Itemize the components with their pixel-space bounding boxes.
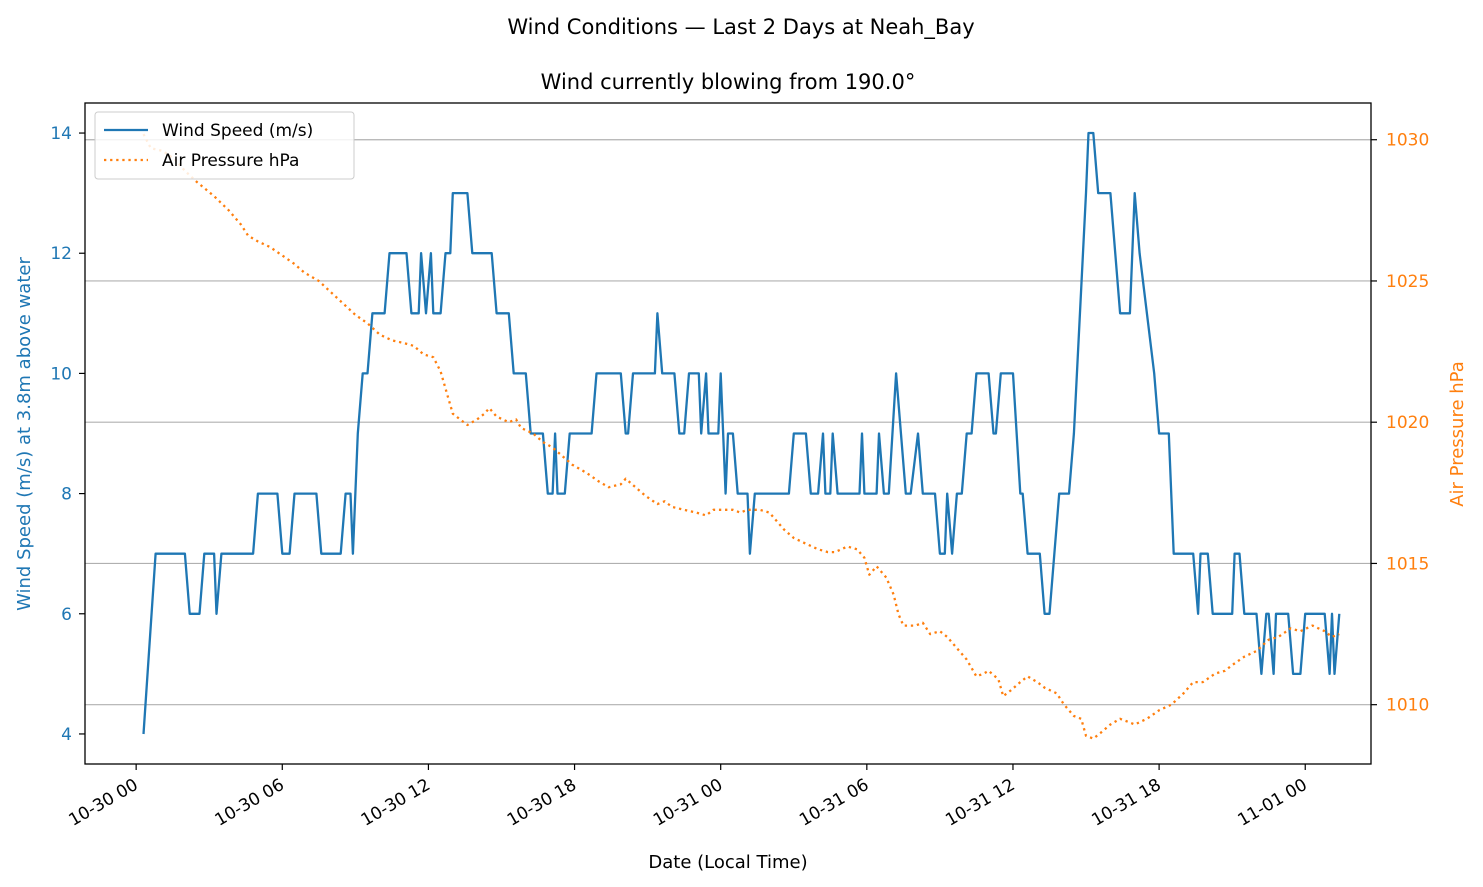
y-tick-label: 12 [50,244,72,264]
y-tick-label: 6 [61,605,72,625]
pressure-line [142,133,1340,740]
y-tick-label: 4 [61,725,72,745]
y2-tick-label: 1025 [1386,272,1429,292]
y2-axis-label: Air Pressure hPa [1447,361,1468,507]
x-tick-label: 10-30 18 [504,775,580,831]
legend: Wind Speed (m/s) Air Pressure hPa [94,111,355,180]
legend-box [94,111,355,180]
chart-subtitle: Wind currently blowing from 190.0° [541,70,916,94]
x-tick-label: 10-30 00 [65,775,141,831]
y2-tick-label: 1020 [1386,413,1429,433]
y-axis-left: 4 6 8 10 12 14 [50,124,85,745]
x-tick-label: 10-31 18 [1088,775,1164,831]
y-tick-label: 8 [61,485,72,505]
x-axis-label: Date (Local Time) [648,852,807,873]
y-axis-label: Wind Speed (m/s) at 3.8m above water [14,257,35,611]
series-lines [142,131,1341,740]
y-tick-label: 14 [50,124,72,144]
x-tick-label: 10-30 12 [358,775,434,831]
y-axis-right: 1010 1015 1020 1025 1030 [1371,131,1429,716]
x-tick-label: 10-31 12 [942,775,1018,831]
y2-tick-label: 1010 [1386,696,1429,716]
x-tick-label: 10-31 00 [650,775,726,831]
grid-lines [85,139,1371,706]
y-tick-label: 10 [50,364,72,384]
x-tick-label: 10-31 06 [796,775,872,831]
x-tick-label: 10-30 06 [212,775,288,831]
wind-speed-line [142,131,1341,735]
legend-label-wind: Wind Speed (m/s) [162,121,313,141]
chart-title: Wind Conditions — Last 2 Days at Neah_Ba… [507,15,974,40]
legend-label-pressure: Air Pressure hPa [162,151,299,171]
y2-tick-label: 1015 [1386,554,1429,574]
plot-frame [84,102,1372,765]
x-tick-label: 11-01 00 [1235,775,1311,831]
y2-tick-label: 1030 [1386,131,1429,151]
x-axis: 10-30 00 10-30 06 10-30 12 10-30 18 10-31 00… [65,764,1311,831]
